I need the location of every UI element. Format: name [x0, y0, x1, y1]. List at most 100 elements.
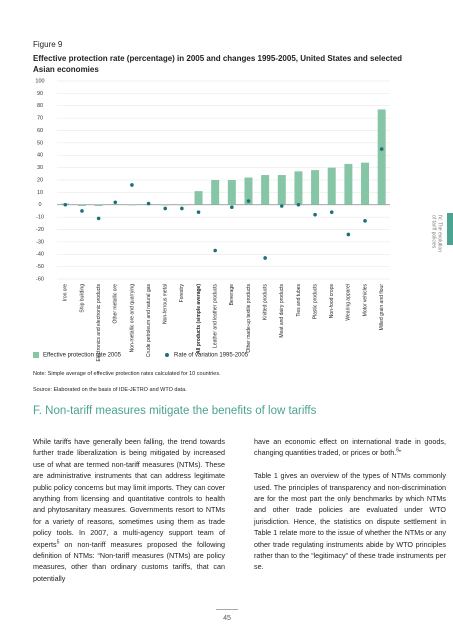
side-tab-label: IV. The evolution	[437, 215, 443, 252]
x-tick-label: Ship building	[79, 284, 85, 313]
x-tick-label: Knitted products	[262, 284, 268, 321]
bar	[77, 204, 86, 206]
bar	[111, 204, 120, 205]
dot	[63, 202, 68, 207]
paragraph: While tariffs have generally been fallin…	[33, 436, 225, 584]
text: ”	[399, 448, 402, 458]
y-tick-label: 60	[37, 128, 43, 134]
y-tick-label: 100	[35, 78, 44, 84]
bar	[161, 204, 170, 206]
y-tick-label: 20	[37, 177, 43, 183]
right-column: have an economic effect on international…	[254, 436, 446, 584]
y-tick-label: 80	[37, 103, 43, 109]
figure-title: Effective protection rate (percentage) i…	[33, 54, 403, 74]
paragraph: Table 1 gives an overview of the types o…	[254, 471, 446, 572]
dot	[296, 202, 301, 207]
paragraph: have an economic effect on international…	[254, 436, 446, 459]
x-tick-label: Non-metallic ore and quarrying	[129, 284, 135, 353]
bar	[377, 109, 386, 205]
x-tick-label: Other made-up textile products	[246, 284, 252, 353]
x-tick-label: Milled grain and flour	[379, 284, 385, 331]
y-tick-label: 70	[37, 116, 43, 122]
dot	[329, 210, 334, 214]
chart-note: Note: Simple average of effective protec…	[33, 371, 221, 377]
footnote-ref: 6	[396, 448, 400, 455]
x-tick-label: Other metallic ore	[113, 284, 119, 324]
x-tick-label: Plastic products	[312, 284, 318, 320]
dot	[130, 183, 134, 187]
text: While tariffs have generally been fallin…	[33, 437, 225, 549]
bar	[277, 175, 286, 205]
dot	[246, 199, 251, 203]
section-heading: F. Non-tariff measures mitigate the bene…	[33, 405, 317, 417]
dot	[113, 200, 118, 205]
bar	[294, 171, 303, 205]
legend-swatch	[33, 352, 39, 358]
x-tick-label: Non-ferrous metal	[163, 284, 169, 324]
chart: -60 -50 -40 -30 -20 -10 0 10 20 30 40 50 60 70 80 90 100…	[33, 78, 453, 362]
side-tab-label: of tariff policies	[431, 215, 437, 249]
y-tick-label: -30	[36, 239, 44, 245]
dot	[80, 209, 84, 213]
bar	[244, 177, 253, 205]
bar	[344, 163, 353, 205]
text: have an economic effect on international…	[254, 437, 446, 458]
legend-swatch	[165, 353, 169, 357]
y-tick-label: 10	[37, 190, 43, 196]
x-tick-label: Forestry	[179, 284, 185, 303]
dot	[146, 201, 151, 206]
side-tab-bar	[447, 213, 453, 245]
dot	[263, 256, 267, 260]
y-tick-label: 90	[37, 91, 43, 97]
bar	[311, 170, 320, 205]
bar	[194, 191, 203, 205]
x-tick-label: Beverage	[229, 284, 235, 306]
x-tick-label: Iron ore	[63, 284, 69, 301]
figure-label: Figure 9	[33, 40, 63, 49]
bar	[211, 180, 220, 205]
bar	[361, 162, 370, 205]
page-rule	[216, 609, 238, 610]
dot	[96, 216, 101, 221]
bar	[327, 167, 336, 205]
footnote-ref: 5	[56, 539, 60, 546]
y-tick-label: 40	[37, 153, 43, 159]
dot	[180, 206, 184, 211]
y-tick-label: -60	[36, 276, 44, 282]
y-tick-label: -50	[36, 264, 44, 270]
dot	[163, 206, 168, 211]
dot	[279, 204, 284, 208]
dot	[196, 210, 201, 214]
legend-label: Rate of variation 1995-2005	[174, 353, 249, 359]
y-tick-label: 50	[37, 140, 43, 146]
x-tick-label: Ties and tubes	[296, 284, 302, 317]
y-tick-label: -10	[36, 215, 44, 221]
bar	[127, 204, 136, 206]
x-tick-label: All products (simple average)	[196, 284, 202, 354]
y-tick-label: -40	[36, 252, 44, 258]
page-number: 45	[223, 615, 231, 622]
dot	[213, 248, 217, 253]
x-tick-label: Wearing apparel	[346, 284, 352, 321]
chart-source: Source: Elaborated on the basis of IDE-J…	[33, 387, 187, 393]
x-tick-label: Motor vehicles	[362, 284, 368, 317]
dot	[379, 147, 384, 151]
legend-label: Effective protection rate 2005	[43, 353, 122, 359]
y-tick-label: 30	[37, 165, 43, 171]
dot	[230, 205, 234, 210]
text: on non-tariff measures proposed the foll…	[33, 539, 225, 583]
dot	[313, 212, 317, 217]
x-tick-label: Meat and dairy products	[279, 284, 285, 338]
bar	[227, 180, 236, 205]
x-tick-label: Non-food crops	[329, 284, 335, 319]
x-tick-label: Electronics and electronic products	[96, 284, 102, 362]
x-tick-label: Leather and leather products	[213, 284, 219, 348]
dot	[346, 232, 351, 237]
bar	[261, 175, 270, 205]
left-column: While tariffs have generally been fallin…	[33, 436, 225, 596]
x-tick-label: Crude petroleum and natural gas	[146, 284, 152, 358]
bar	[177, 204, 186, 206]
bar	[94, 204, 103, 206]
y-tick-label: 0	[38, 202, 41, 208]
